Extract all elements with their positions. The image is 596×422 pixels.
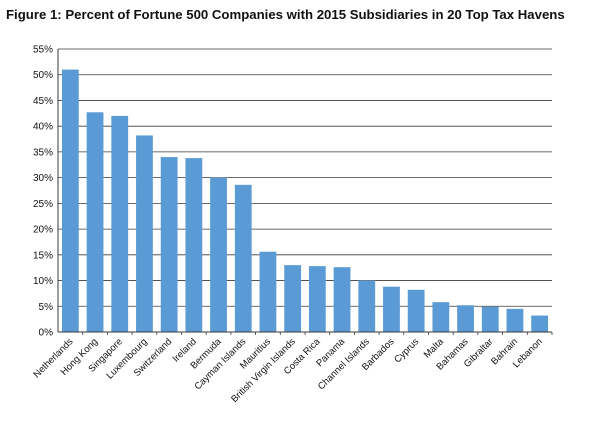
y-tick-label: 55% bbox=[33, 45, 53, 56]
y-tick-label: 15% bbox=[33, 250, 53, 261]
bar bbox=[86, 112, 104, 332]
y-tick-label: 20% bbox=[33, 225, 53, 236]
bar bbox=[506, 308, 524, 332]
bar bbox=[457, 305, 474, 332]
y-tick-label: 5% bbox=[39, 302, 54, 313]
bar bbox=[284, 265, 302, 332]
bar bbox=[185, 158, 203, 332]
bar bbox=[531, 315, 549, 332]
bar bbox=[407, 289, 425, 332]
y-tick-label: 25% bbox=[33, 199, 53, 210]
bar bbox=[259, 251, 277, 332]
bar bbox=[111, 115, 129, 333]
axis-labels: 0%5%10%15%20%25%30%35%40%45%50%55%Nether… bbox=[31, 45, 544, 405]
y-tick-label: 45% bbox=[33, 96, 53, 107]
y-tick-label: 40% bbox=[33, 122, 53, 133]
y-tick-label: 50% bbox=[33, 70, 53, 81]
bar bbox=[432, 302, 450, 332]
bar bbox=[333, 267, 351, 332]
bar bbox=[136, 135, 153, 332]
axes bbox=[57, 49, 553, 335]
y-tick-label: 35% bbox=[33, 147, 53, 158]
bar bbox=[210, 177, 227, 332]
bar bbox=[234, 184, 252, 332]
bar bbox=[160, 157, 178, 332]
bars bbox=[61, 69, 549, 333]
y-tick-label: 10% bbox=[33, 276, 53, 287]
gridlines bbox=[58, 48, 552, 307]
x-tick-label: Cyprus bbox=[392, 336, 421, 365]
y-tick-label: 30% bbox=[33, 173, 53, 184]
bar bbox=[481, 306, 499, 332]
bar bbox=[383, 286, 400, 332]
y-tick-label: 0% bbox=[39, 328, 54, 339]
bar bbox=[358, 280, 376, 332]
bar bbox=[61, 69, 79, 332]
bar bbox=[308, 266, 326, 332]
chart-title: Figure 1: Percent of Fortune 500 Compani… bbox=[6, 7, 565, 22]
